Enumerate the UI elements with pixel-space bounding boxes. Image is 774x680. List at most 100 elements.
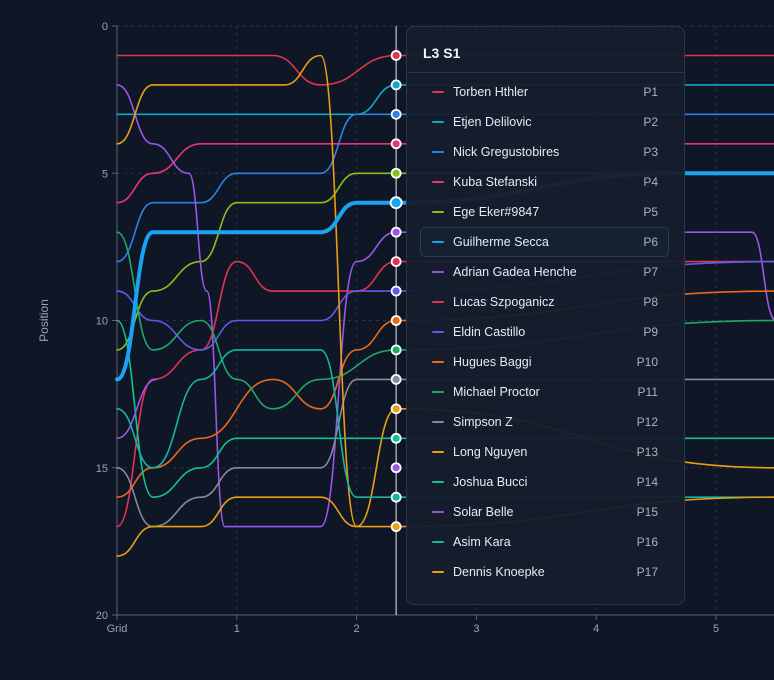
legend-swatch [432, 331, 444, 333]
y-tick-label: 15 [96, 463, 108, 475]
driver-name: Guilherme Secca [453, 235, 549, 249]
driver-name: Ege Eker#9847 [453, 205, 540, 219]
tooltip-row: Simpson Z P12 [421, 407, 668, 437]
driver-name: Hugues Baggi [453, 355, 532, 369]
driver-position: P13 [636, 445, 658, 459]
x-tick-label: 5 [713, 623, 719, 635]
cursor-marker [390, 315, 402, 326]
cursor-marker [390, 50, 402, 61]
cursor-marker [390, 462, 402, 474]
driver-position: P8 [643, 295, 658, 309]
cursor-marker [390, 432, 402, 444]
tooltip-row: Lucas Szpoganicz P8 [421, 287, 668, 317]
driver-name: Adrian Gadea Henche [453, 265, 577, 279]
legend-swatch [432, 361, 444, 363]
driver-position: P12 [636, 415, 658, 429]
cursor-marker [390, 108, 402, 120]
legend-swatch [432, 241, 444, 243]
cursor-marker [390, 491, 402, 503]
legend-swatch [432, 541, 444, 543]
cursor-marker [390, 226, 402, 238]
tooltip-row: Asim Kara P16 [421, 527, 668, 557]
driver-position: P11 [637, 385, 658, 399]
driver-name: Michael Proctor [453, 385, 540, 399]
driver-name: Lucas Szpoganicz [453, 295, 555, 309]
tooltip-row: Eldin Castillo P9 [421, 317, 668, 347]
tooltip-row: Nick Gregustobires P3 [421, 137, 668, 167]
x-tick-label: 1 [234, 623, 240, 635]
driver-name: Solar Belle [453, 505, 514, 519]
driver-position: P6 [643, 235, 658, 249]
driver-name: Asim Kara [453, 535, 511, 549]
tooltip-row: Ege Eker#9847 P5 [421, 197, 668, 227]
driver-position: P15 [636, 505, 658, 519]
legend-swatch [432, 571, 444, 573]
driver-position: P1 [643, 85, 658, 99]
legend-swatch [432, 421, 444, 423]
driver-position: P2 [643, 115, 658, 129]
y-tick-label: 5 [102, 168, 108, 180]
driver-name: Torben Hthler [453, 85, 529, 99]
x-tick-label: 3 [473, 623, 479, 635]
cursor-marker [390, 167, 402, 179]
cursor-marker [390, 138, 402, 150]
legend-swatch [432, 511, 444, 513]
driver-position: P5 [643, 205, 658, 219]
legend-swatch [432, 451, 444, 453]
cursor-marker [390, 403, 402, 415]
driver-name: Dennis Knoepke [453, 565, 545, 579]
legend-swatch [432, 481, 444, 483]
y-tick-label: 0 [102, 21, 108, 33]
y-tick-label: 20 [96, 610, 108, 622]
tooltip-list: Torben Hthler P1 Etjen Delilovic P2 Nick Gre… [407, 73, 684, 587]
tooltip-title: L3 S1 [407, 27, 684, 73]
x-tick-label: Grid [107, 623, 128, 635]
driver-name: Nick Gregustobires [453, 145, 560, 159]
tooltip-row: Solar Belle P15 [421, 497, 668, 527]
driver-name: Kuba Stefanski [453, 175, 538, 189]
tooltip-row: Joshua Bucci P14 [421, 467, 668, 497]
cursor-marker [390, 285, 402, 297]
driver-position: P10 [636, 355, 658, 369]
tooltip-row: Torben Hthler P1 [421, 77, 668, 107]
cursor-marker [390, 521, 402, 533]
lap-tooltip: L3 S1 Torben Hthler P1 Etjen Delilovic P2 Ni… [406, 26, 685, 605]
driver-position: P16 [636, 535, 658, 549]
legend-swatch [432, 151, 444, 153]
tooltip-row: Etjen Delilovic P2 [421, 107, 668, 137]
legend-swatch [432, 181, 444, 183]
tooltip-row: Michael Proctor P11 [421, 377, 668, 407]
cursor-marker [390, 373, 402, 385]
y-axis-title: Position [37, 299, 51, 342]
series-line-solar-belle[interactable] [116, 378, 158, 440]
cursor-marker [390, 256, 402, 268]
legend-swatch [432, 301, 444, 303]
legend-swatch [432, 211, 444, 213]
driver-position: P9 [643, 325, 658, 339]
driver-position: P7 [643, 265, 658, 279]
tooltip-row: Adrian Gadea Henche P7 [421, 257, 668, 287]
driver-name: Long Nguyen [453, 445, 528, 459]
x-tick-label: 4 [593, 623, 599, 635]
driver-position: P14 [636, 475, 658, 489]
tooltip-row: Long Nguyen P13 [421, 437, 668, 467]
driver-position: P17 [636, 565, 658, 579]
cursor-marker [390, 79, 402, 91]
tooltip-row: Hugues Baggi P10 [421, 347, 668, 377]
tooltip-row: Dennis Knoepke P17 [421, 557, 668, 587]
driver-position: P4 [643, 175, 658, 189]
y-tick-label: 10 [96, 316, 108, 328]
tooltip-row: Kuba Stefanski P4 [421, 167, 668, 197]
legend-swatch [432, 91, 444, 93]
cursor-marker [390, 344, 402, 356]
cursor-marker [389, 196, 403, 210]
driver-position: P3 [643, 145, 658, 159]
legend-swatch [432, 121, 444, 123]
x-tick-label: 2 [354, 623, 360, 635]
legend-swatch [432, 271, 444, 273]
tooltip-row: Guilherme Secca P6 [420, 227, 669, 257]
legend-swatch [432, 391, 444, 393]
driver-name: Etjen Delilovic [453, 115, 532, 129]
driver-name: Simpson Z [453, 415, 513, 429]
